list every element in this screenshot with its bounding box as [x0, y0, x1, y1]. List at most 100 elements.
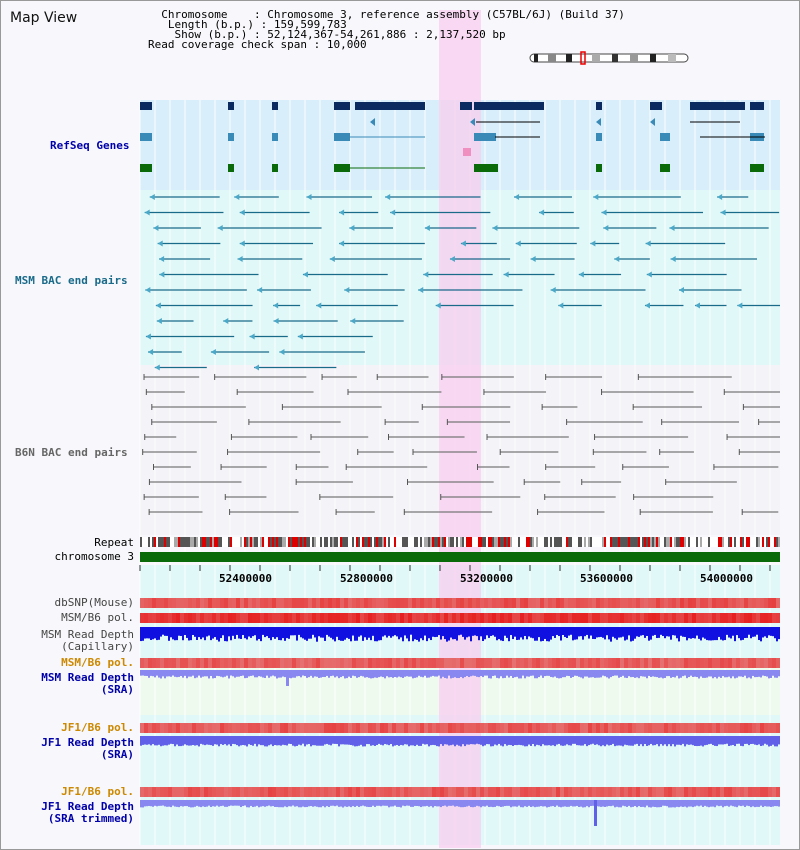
read-depth-bar	[306, 627, 308, 641]
read-depth-bar	[490, 627, 492, 636]
heat-cell	[348, 598, 352, 608]
heat-cell	[688, 613, 692, 623]
heat-cell	[352, 787, 356, 797]
read-depth-bar	[390, 736, 392, 745]
heat-cell	[584, 787, 588, 797]
heat-cell	[432, 723, 436, 733]
read-depth-bar	[354, 627, 356, 641]
read-depth-bar	[710, 800, 712, 807]
repeat-element	[264, 537, 266, 547]
heat-cell	[532, 598, 536, 608]
read-depth-bar	[518, 736, 520, 745]
read-depth-bar	[318, 736, 320, 746]
read-depth-bar	[400, 670, 402, 678]
repeat-element	[298, 537, 300, 547]
track-label-msm-depth-capillary: MSM Read Depth (Capillary)	[41, 628, 134, 653]
read-depth-bar	[266, 627, 268, 637]
read-depth-bar	[770, 800, 772, 807]
repeat-element	[296, 537, 298, 547]
read-depth-bar	[330, 670, 332, 677]
read-depth-bar	[478, 800, 480, 807]
heat-cell	[284, 723, 288, 733]
heat-cell	[648, 613, 652, 623]
repeat-element	[738, 537, 740, 547]
repeat-element	[464, 537, 466, 547]
msm-bac-end	[435, 302, 441, 309]
heat-cell	[644, 787, 648, 797]
repeat-element	[230, 537, 232, 547]
read-depth-bar	[414, 736, 416, 747]
read-depth-bar	[472, 627, 474, 636]
read-depth-bar	[300, 736, 302, 746]
read-depth-bar	[572, 627, 574, 641]
heat-cell	[440, 613, 444, 623]
read-depth-bar	[512, 800, 514, 807]
length-row: Length (b.p.) : 159,599,783	[161, 18, 347, 31]
read-depth-bar	[282, 800, 284, 808]
heat-cell	[296, 723, 300, 733]
read-depth-bar	[160, 736, 162, 747]
heat-cell	[380, 613, 384, 623]
page-title[interactable]: Map View	[10, 10, 78, 26]
refseq-gene	[750, 102, 764, 110]
heat-cell	[712, 613, 716, 623]
repeat-element	[218, 537, 220, 547]
repeat-element	[278, 537, 280, 547]
heat-cell	[476, 598, 480, 608]
read-depth-bar	[740, 670, 742, 677]
read-depth-bar	[710, 736, 712, 744]
heat-cell	[272, 787, 276, 797]
read-depth-bar	[550, 670, 552, 677]
read-depth-bar	[718, 670, 720, 677]
repeat-element	[250, 537, 252, 547]
track-label-msm-bac[interactable]: MSM BAC end pairs	[15, 274, 128, 287]
read-depth-bar	[298, 800, 300, 808]
read-depth-bar	[140, 736, 142, 746]
read-depth-bar	[230, 627, 232, 641]
read-depth-bar	[582, 800, 584, 808]
read-depth-bar	[150, 800, 152, 807]
repeat-element	[356, 537, 358, 547]
heat-cell	[168, 598, 172, 608]
heat-cell	[676, 787, 680, 797]
read-depth-bar	[330, 800, 332, 806]
heat-cell	[204, 598, 208, 608]
read-depth-bar	[280, 670, 282, 678]
heat-cell	[220, 613, 224, 623]
read-depth-bar	[234, 736, 236, 745]
heat-cell	[188, 723, 192, 733]
read-depth-bar	[144, 736, 146, 745]
heat-cell	[396, 598, 400, 608]
read-depth-bar	[516, 627, 518, 640]
read-depth-bar	[322, 627, 324, 638]
heat-cell	[424, 723, 428, 733]
read-depth-bar	[732, 800, 734, 807]
heat-cell	[312, 787, 316, 797]
heat-cell	[156, 658, 160, 668]
read-depth-bar	[708, 670, 710, 677]
read-depth-bar	[748, 627, 750, 635]
read-depth-bar	[238, 736, 240, 747]
heat-cell	[572, 723, 576, 733]
track-label-refseq[interactable]: RefSeq Genes	[50, 139, 130, 152]
read-depth-bar	[450, 736, 452, 746]
heat-cell	[172, 613, 176, 623]
read-depth-bar	[172, 736, 174, 745]
read-depth-bar	[722, 670, 724, 677]
read-depth-bar	[506, 800, 508, 806]
read-depth-bar	[634, 670, 636, 678]
read-depth-bar	[290, 627, 292, 636]
read-depth-bar	[426, 670, 428, 678]
track-label-b6n-bac[interactable]: B6N BAC end pairs	[15, 446, 128, 459]
heat-cell	[140, 787, 144, 797]
read-depth-bar	[552, 627, 554, 637]
heat-cell	[768, 723, 772, 733]
heat-cell	[324, 658, 328, 668]
chromosome-bar	[140, 552, 780, 562]
repeat-element	[448, 537, 450, 547]
read-depth-bar	[516, 800, 518, 807]
heat-cell	[352, 598, 356, 608]
read-depth-bar	[488, 670, 490, 679]
read-depth-bar	[650, 627, 652, 640]
